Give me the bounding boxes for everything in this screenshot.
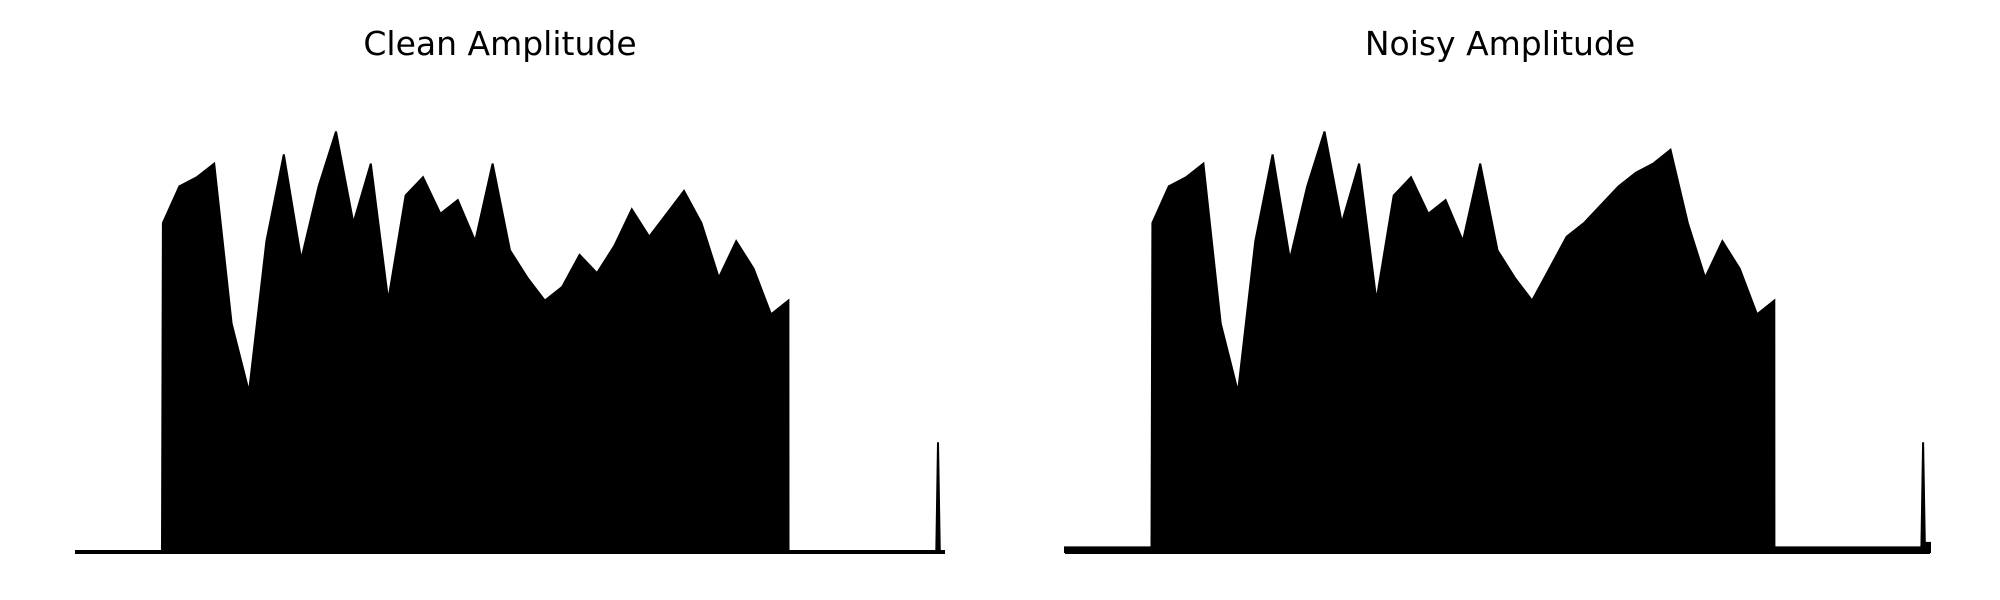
noisy-amplitude-title: Noisy Amplitude xyxy=(1364,24,1636,63)
clean-amplitude-title: Clean Amplitude xyxy=(363,24,637,63)
noisy-amplitude-panel: Noisy Amplitude xyxy=(1000,0,2000,600)
clean-amplitude-plot xyxy=(75,131,945,554)
amplitude-series-1-0 xyxy=(1064,131,1931,553)
clean-amplitude-panel: Clean Amplitude xyxy=(75,24,945,554)
amplitude-series-0-0 xyxy=(75,131,945,553)
noisy-amplitude-plot xyxy=(1064,131,1931,554)
